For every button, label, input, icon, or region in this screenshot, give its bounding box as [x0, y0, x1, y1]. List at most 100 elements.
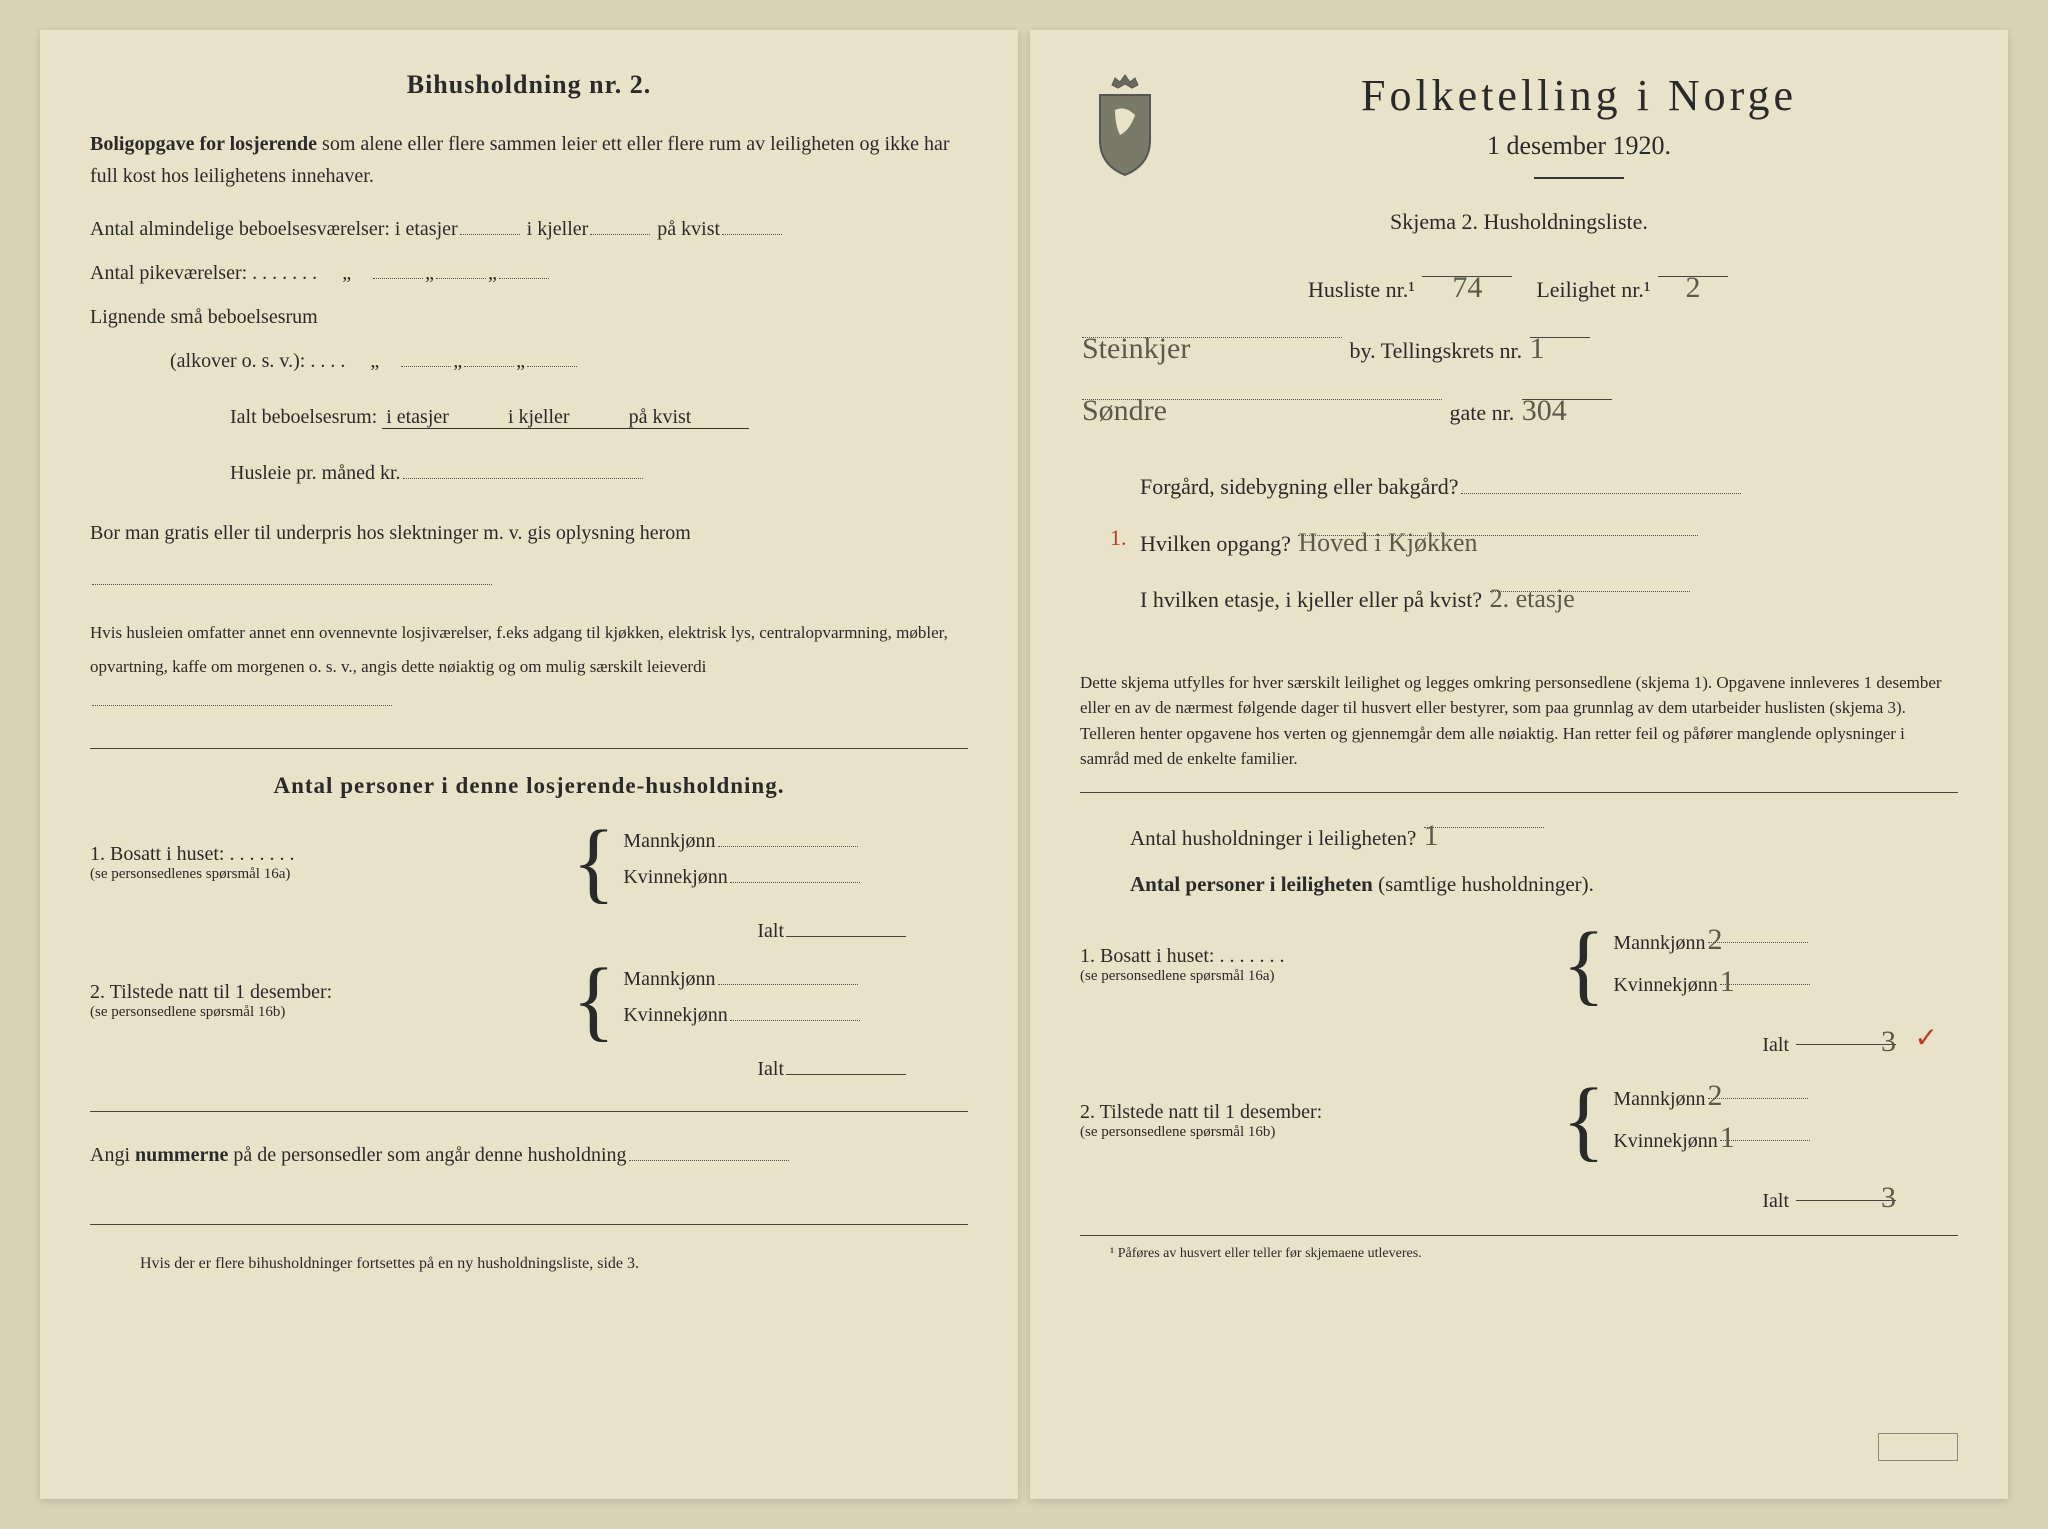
- ialt-label-1: Ialt: [757, 920, 784, 942]
- lignende-label: Lignende små beboelsesrum: [90, 306, 318, 328]
- divider: [90, 748, 968, 749]
- gate-label: gate nr.: [1450, 400, 1515, 425]
- ialt-etasjer: i etasjer: [386, 406, 449, 428]
- tilstede-label-r: 2. Tilstede natt til 1 desember:: [1080, 1101, 1322, 1123]
- leilighet-label: Leilighet nr.¹: [1536, 277, 1650, 302]
- antal-hush-value: 1: [1424, 807, 1439, 864]
- kvinne-label-2: Kvinnekjønn: [623, 1004, 727, 1026]
- husleie-row: Husleie pr. måned kr.: [90, 454, 968, 492]
- kvinne-label-r: Kvinnekjønn: [1613, 974, 1717, 996]
- coat-of-arms-icon: [1080, 70, 1170, 180]
- gate-value: Søndre: [1082, 378, 1167, 444]
- ialt-row-r2: Ialt 3: [1080, 1181, 1958, 1213]
- divider-2: [90, 1111, 968, 1112]
- footnote: ¹ Påføres av husvert eller teller før sk…: [1080, 1246, 1958, 1262]
- checkmark-icon: ✓: [1915, 1021, 1938, 1055]
- brace-icon: {: [572, 827, 615, 899]
- tilstede-label: 2. Tilstede natt til 1 desember:: [90, 981, 332, 1003]
- ialt-kvist: på kvist: [629, 406, 692, 428]
- brace-icon: {: [1562, 1085, 1605, 1157]
- hvis-text-span: Hvis husleien omfatter annet enn ovennev…: [90, 623, 948, 676]
- mann-label-r: Mannkjønn: [1613, 932, 1705, 954]
- pike-label: Antal pikeværelser: . . . . . . .: [90, 262, 317, 284]
- tilstede-sub: (se personsedlene spørsmål 16b): [90, 1004, 564, 1021]
- gatenr-value: 304: [1522, 378, 1567, 444]
- by-row: Steinkjer by. Tellingskrets nr. 1: [1080, 316, 1958, 375]
- mann-label-r2: Mannkjønn: [1613, 1088, 1705, 1110]
- gratis-row: Bor man gratis eller til underpris hos s…: [90, 510, 968, 602]
- angi-rest: på de personsedler som angår denne husho…: [228, 1144, 626, 1166]
- mann2-value: 2: [1708, 1079, 1723, 1113]
- ialt-row-1: Ialt: [90, 917, 968, 943]
- left-page: Bihusholdning nr. 2. Boligopgave for los…: [40, 30, 1018, 1499]
- ialt-row-r1: Ialt 3 ✓: [1080, 1025, 1958, 1057]
- brace-icon: {: [572, 965, 615, 1037]
- kvinne1-value: 1: [1720, 965, 1735, 999]
- gratis-text: Bor man gratis eller til underpris hos s…: [90, 522, 691, 544]
- kvinne-label-r2: Kvinnekjønn: [1613, 1130, 1717, 1152]
- bosatt-label: 1. Bosatt i huset: . . . . . . .: [90, 843, 294, 865]
- foot-rule: [1080, 1235, 1958, 1236]
- opgang-value: Hoved i Kjøkken: [1298, 514, 1477, 571]
- rooms-mid: i kjeller: [527, 218, 589, 240]
- intro-bold: Boligopgave for losjerende: [90, 133, 317, 155]
- tilstede-sub-r: (se personsedlene spørsmål 16b): [1080, 1124, 1554, 1141]
- kvinne2-value: 1: [1720, 1121, 1735, 1155]
- opgang-row: 1. Hvilken opgang? Hoved i Kjøkken: [1080, 514, 1958, 568]
- ialt2-value: 3: [1881, 1181, 1896, 1215]
- skjema-line: Skjema 2. Husholdningsliste.: [1080, 209, 1958, 235]
- leilighet-value: 2: [1685, 255, 1700, 321]
- right-page: Folketelling i Norge 1 desember 1920. Sk…: [1030, 30, 2008, 1499]
- etasje-row: I hvilken etasje, i kjeller eller på kvi…: [1080, 570, 1958, 624]
- header-row: Folketelling i Norge 1 desember 1920.: [1080, 70, 1958, 203]
- alkover-label: (alkover o. s. v.): . . . .: [170, 350, 345, 372]
- bosatt-block-right: 1. Bosatt i huset: . . . . . . . (se per…: [1080, 923, 1958, 1007]
- etasje-label: I hvilken etasje, i kjeller eller på kvi…: [1140, 587, 1482, 612]
- krets-value: 1: [1530, 316, 1545, 382]
- angi-label: Angi: [90, 1144, 135, 1166]
- husleie-label: Husleie pr. måned kr.: [230, 462, 401, 484]
- by-value: Steinkjer: [1082, 316, 1190, 382]
- antal-hush-label: Antal husholdninger i leiligheten?: [1130, 826, 1416, 850]
- husliste-label: Husliste nr.¹: [1308, 277, 1415, 302]
- bosatt-sub-r: (se personsedlene spørsmål 16a): [1080, 968, 1554, 985]
- by-label: by. Tellingskrets nr.: [1350, 338, 1523, 363]
- rooms-label: Antal almindelige beboelsesværelser: i e…: [90, 218, 458, 240]
- antal-pers-row: Antal personer i leiligheten (samtlige h…: [1080, 865, 1958, 905]
- antal-pers-paren: (samtlige husholdninger).: [1373, 872, 1594, 896]
- bosatt-sub: (se personsedlenes spørsmål 16a): [90, 866, 564, 883]
- forgard-label: Forgård, sidebygning eller bakgård?: [1140, 474, 1459, 499]
- rooms-row: Antal almindelige beboelsesværelser: i e…: [90, 210, 968, 248]
- hvis-text: Hvis husleien omfatter annet enn ovennev…: [90, 616, 968, 718]
- red-mark: 1.: [1110, 514, 1127, 562]
- angi-row: Angi nummerne på de personsedler som ang…: [90, 1136, 968, 1174]
- ialt-beboelse-row: Ialt beboelsesrum: i etasjer i kjeller p…: [90, 398, 968, 436]
- opgang-label: Hvilken opgang?: [1140, 531, 1291, 556]
- bosatt-label-r: 1. Bosatt i huset: . . . . . . .: [1080, 945, 1284, 967]
- tilstede-block-right: 2. Tilstede natt til 1 desember: (se per…: [1080, 1079, 1958, 1163]
- lignende-row: Lignende små beboelsesrum: [90, 298, 968, 336]
- antal-personer-title: Antal personer i denne losjerende-hushol…: [90, 773, 968, 799]
- instructions: Dette skjema utfylles for hver særskilt …: [1080, 644, 1958, 772]
- bihusholdning-title: Bihusholdning nr. 2.: [90, 70, 968, 100]
- rooms-end: på kvist: [657, 218, 720, 240]
- gate-row: Søndre gate nr. 304: [1080, 378, 1958, 437]
- ialt-kjeller: i kjeller: [508, 406, 570, 428]
- ialt-row-2: Ialt: [90, 1055, 968, 1081]
- mann-label: Mannkjønn: [623, 830, 715, 852]
- husliste-value: 74: [1452, 255, 1482, 321]
- forgard-row: Forgård, sidebygning eller bakgård?: [1080, 463, 1958, 511]
- ialt-label-2: Ialt: [757, 1058, 784, 1080]
- right-section: Antal husholdninger i leiligheten? 1 Ant…: [1080, 807, 1958, 1213]
- husliste-row: Husliste nr.¹ 74 Leilighet nr.¹ 2: [1080, 255, 1958, 314]
- angi-bold: nummerne: [135, 1144, 228, 1166]
- brace-icon: {: [1562, 929, 1605, 1001]
- ialt-label-r2: Ialt: [1762, 1190, 1789, 1212]
- instructions-text: Dette skjema utfylles for hver særskilt …: [1080, 673, 1942, 769]
- ialt1-value: 3: [1881, 1025, 1896, 1059]
- title-rule: [1534, 177, 1624, 179]
- divider-3: [90, 1224, 968, 1225]
- mann1-value: 2: [1708, 923, 1723, 957]
- ialt-label: Ialt beboelsesrum:: [230, 406, 377, 428]
- alkover-row: (alkover o. s. v.): . . . . „ „„: [90, 342, 968, 380]
